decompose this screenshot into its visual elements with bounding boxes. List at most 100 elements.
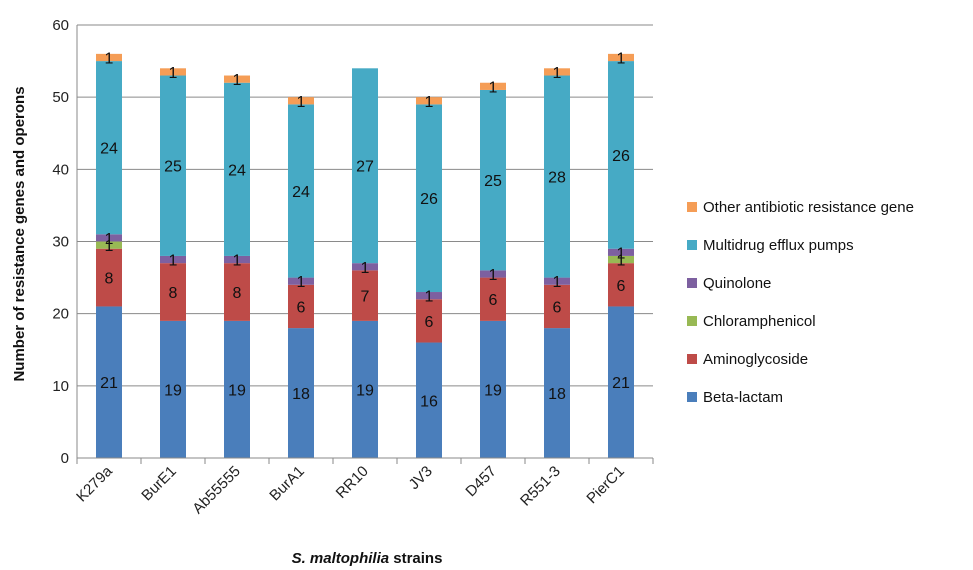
bar-segment bbox=[480, 89, 506, 271]
bar-segment bbox=[480, 270, 506, 278]
data-labels: 2181124119812511981241186124119712716612… bbox=[100, 50, 630, 410]
bar-segment bbox=[608, 248, 634, 256]
bar-segment bbox=[608, 61, 634, 249]
data-label: 6 bbox=[617, 278, 626, 295]
legend-label: Beta-lactam bbox=[703, 389, 783, 406]
bar-segment bbox=[416, 292, 442, 300]
data-label: 1 bbox=[553, 65, 562, 82]
bar-segment bbox=[288, 328, 314, 458]
data-label: 1 bbox=[617, 50, 626, 67]
data-label: 6 bbox=[425, 314, 434, 331]
bar-segment bbox=[288, 104, 314, 278]
bar-segment bbox=[544, 68, 570, 76]
data-label: 18 bbox=[548, 386, 566, 403]
data-label: 8 bbox=[105, 271, 114, 288]
data-label: 18 bbox=[292, 386, 310, 403]
data-label: 1 bbox=[105, 50, 114, 67]
y-tick-labels: 0 10 20 30 40 50 60 bbox=[52, 17, 69, 467]
data-label: 25 bbox=[484, 173, 502, 190]
bar-segment bbox=[224, 75, 250, 83]
bar-segment bbox=[224, 263, 250, 321]
data-label: 1 bbox=[297, 94, 306, 111]
data-label: 26 bbox=[420, 191, 438, 208]
data-label: 1 bbox=[169, 65, 178, 82]
data-label: 1 bbox=[361, 260, 370, 277]
data-label: 1 bbox=[297, 274, 306, 291]
bar-segment bbox=[544, 284, 570, 329]
data-label: 19 bbox=[484, 382, 502, 399]
x-axis-title-italic: S. maltophilia bbox=[292, 550, 390, 567]
data-label: 24 bbox=[100, 141, 118, 158]
data-label: 1 bbox=[425, 289, 434, 306]
bar-segment bbox=[160, 68, 186, 76]
data-label: 25 bbox=[164, 159, 182, 176]
y-tick-label: 0 bbox=[61, 450, 69, 467]
y-tick-label: 60 bbox=[52, 17, 69, 34]
bar-segment bbox=[352, 263, 378, 271]
bar-segment bbox=[416, 299, 442, 343]
legend-label: Quinolone bbox=[703, 275, 771, 292]
legend-label: Other antibiotic resistance gene bbox=[703, 199, 914, 216]
data-label: 19 bbox=[164, 382, 182, 399]
y-tick-label: 30 bbox=[52, 234, 69, 251]
bar-segment bbox=[224, 82, 250, 256]
bar-segment bbox=[96, 248, 122, 307]
bar-segment bbox=[416, 97, 442, 105]
bar-segment bbox=[352, 68, 378, 264]
bar-segment bbox=[160, 255, 186, 264]
data-label: 21 bbox=[612, 375, 630, 392]
data-label: 7 bbox=[361, 289, 370, 306]
data-label: 19 bbox=[228, 382, 246, 399]
x-axis-title-rest: strains bbox=[389, 550, 442, 567]
bar-segment bbox=[96, 234, 122, 242]
bar-segment bbox=[160, 263, 186, 321]
data-label: 1 bbox=[105, 231, 114, 248]
legend-swatch bbox=[687, 316, 697, 326]
legend-swatch bbox=[687, 240, 697, 250]
x-tick-label: BurA1 bbox=[266, 463, 308, 505]
x-axis-title: S. maltophilia strains bbox=[292, 550, 443, 567]
bar-segment bbox=[96, 61, 122, 235]
data-label: 26 bbox=[612, 148, 630, 165]
legend-label: Aminoglycoside bbox=[703, 351, 808, 368]
legend: Other antibiotic resistance gene Multidru… bbox=[687, 199, 914, 406]
legend-swatch bbox=[687, 278, 697, 288]
data-label: 1 bbox=[105, 238, 114, 255]
bar-segment bbox=[544, 328, 570, 458]
legend-swatch bbox=[687, 392, 697, 402]
bar-segment bbox=[96, 241, 122, 249]
bar-segment bbox=[224, 320, 250, 458]
y-tick-label: 50 bbox=[52, 89, 69, 106]
x-tick-label: K279a bbox=[73, 462, 116, 505]
x-tick-label: BurE1 bbox=[138, 463, 180, 505]
y-tick-label: 10 bbox=[52, 378, 69, 395]
data-label: 1 bbox=[489, 79, 498, 96]
data-label: 27 bbox=[356, 159, 374, 176]
data-label: 1 bbox=[489, 267, 498, 284]
bar-segment bbox=[608, 306, 634, 458]
data-label: 1 bbox=[169, 253, 178, 270]
bar-segment bbox=[160, 320, 186, 458]
x-tick-label: JV3 bbox=[406, 463, 436, 493]
data-label: 1 bbox=[617, 245, 626, 262]
y-axis-title: Number of resistance genes and operons bbox=[11, 86, 28, 381]
x-tick-label: D457 bbox=[462, 463, 499, 500]
bar-segment bbox=[288, 97, 314, 105]
data-label: 1 bbox=[553, 274, 562, 291]
legend-label: Multidrug efflux pumps bbox=[703, 237, 854, 254]
x-tick-label: R551-3 bbox=[517, 463, 564, 510]
bar-segment bbox=[544, 277, 570, 285]
bar-segment bbox=[416, 104, 442, 293]
bar-segment bbox=[96, 53, 122, 62]
data-label: 16 bbox=[420, 393, 438, 410]
data-label: 6 bbox=[489, 292, 498, 309]
bar-segment bbox=[352, 320, 378, 458]
y-tick-label: 40 bbox=[52, 161, 69, 178]
bar-segment bbox=[288, 277, 314, 285]
bar-segment bbox=[480, 277, 506, 321]
axes bbox=[76, 25, 654, 464]
bar-segment bbox=[480, 320, 506, 458]
bar-segment bbox=[352, 270, 378, 321]
bar-segment bbox=[608, 263, 634, 307]
